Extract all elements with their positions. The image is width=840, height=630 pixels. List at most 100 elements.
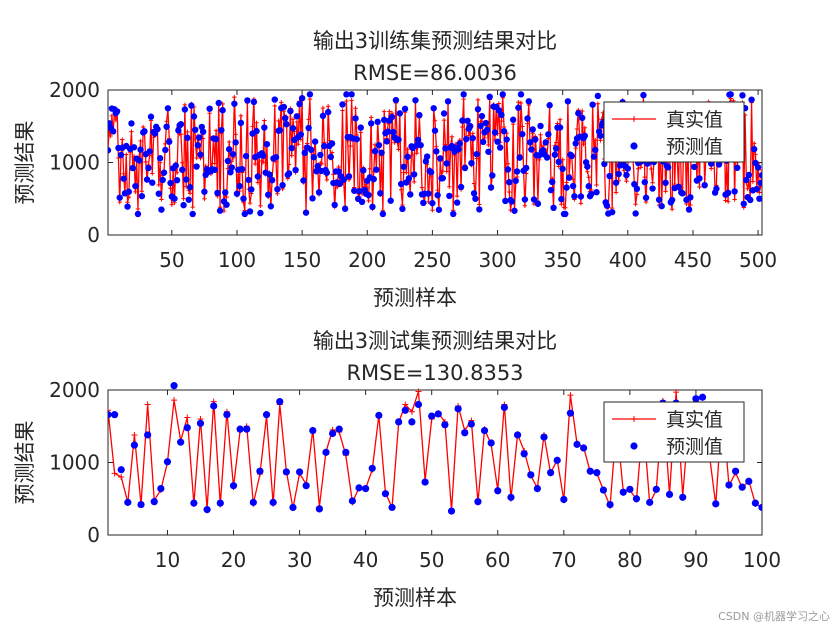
- true-value-marker: [507, 189, 512, 195]
- predicted-point: [724, 189, 732, 197]
- predicted-point: [216, 499, 224, 507]
- predicted-point: [134, 210, 142, 218]
- predicted-point: [594, 92, 602, 100]
- predicted-point: [225, 146, 233, 153]
- predicted-point: [461, 164, 469, 172]
- true-value-marker: [273, 159, 279, 165]
- predicted-point: [615, 170, 622, 178]
- true-value-marker: [276, 118, 281, 124]
- predicted-point: [457, 183, 465, 191]
- predicted-point: [516, 154, 523, 161]
- predicted-point: [450, 210, 457, 218]
- true-value-marker: [159, 197, 164, 202]
- predicted-point: [375, 141, 383, 149]
- predicted-point: [288, 144, 295, 152]
- predicted-point: [212, 135, 220, 143]
- predicted-point: [509, 116, 517, 123]
- predicted-point: [487, 184, 495, 191]
- predicted-point: [219, 107, 226, 114]
- predicted-point: [384, 128, 392, 135]
- x-tick-label: 50: [159, 248, 184, 272]
- legend-box: [603, 101, 745, 163]
- true-value-marker: [624, 179, 629, 184]
- predicted-point: [485, 148, 492, 155]
- true-value-marker: [408, 408, 415, 415]
- predicted-point: [373, 166, 380, 173]
- predicted-point: [665, 490, 674, 498]
- true-value-marker: [444, 169, 449, 174]
- true-value-marker: [306, 117, 311, 122]
- predicted-point: [355, 484, 363, 492]
- predicted-point: [606, 500, 614, 509]
- predicted-point: [456, 140, 463, 147]
- predicted-point: [440, 110, 448, 117]
- predicted-point: [502, 197, 509, 205]
- legend-label-true: 真实值: [666, 409, 723, 431]
- predicted-point: [380, 116, 388, 124]
- true-value-marker: [750, 179, 756, 184]
- true-value-marker: [638, 165, 644, 170]
- x-tick-label: 300: [478, 248, 516, 272]
- predicted-point: [397, 180, 405, 188]
- x-tick-label: 80: [617, 548, 642, 572]
- y-axis-label: 预测结果: [13, 121, 37, 205]
- predicted-point: [229, 482, 238, 490]
- true-value-marker: [563, 205, 568, 210]
- predicted-point: [494, 487, 502, 495]
- predicted-point: [750, 145, 758, 153]
- true-value-marker: [381, 109, 387, 114]
- predicted-point: [266, 171, 273, 178]
- predicted-point: [345, 173, 353, 180]
- predicted-point: [383, 138, 390, 145]
- predicted-point: [477, 122, 484, 130]
- predicted-point: [256, 467, 264, 475]
- predicted-point: [216, 207, 224, 214]
- predicted-point: [434, 410, 442, 418]
- predicted-point: [262, 411, 271, 419]
- predicted-point: [712, 500, 720, 508]
- true-value-marker: [419, 185, 425, 190]
- predicted-point: [467, 420, 475, 428]
- predicted-point: [586, 467, 594, 475]
- predicted-point: [388, 503, 396, 512]
- predicted-point: [108, 147, 112, 154]
- y-tick-label: 0: [87, 223, 100, 247]
- predicted-point: [476, 206, 483, 213]
- predicted-point: [201, 188, 208, 195]
- predicted-point: [480, 138, 487, 146]
- true-value-marker: [650, 180, 655, 185]
- true-value-marker: [461, 96, 466, 102]
- true-value-marker: [688, 202, 693, 208]
- true-value-marker: [564, 180, 569, 185]
- predicted-point: [241, 210, 248, 218]
- x-tick-label: 200: [348, 248, 386, 272]
- predicted-point: [368, 464, 376, 472]
- predicted-point: [468, 159, 475, 167]
- true-value-marker: [126, 194, 132, 200]
- predicted-point: [692, 395, 700, 403]
- true-value-marker: [560, 157, 565, 162]
- predicted-point: [181, 106, 189, 113]
- predicted-point: [267, 203, 275, 210]
- true-value-marker: [181, 196, 186, 201]
- predicted-point: [521, 196, 529, 203]
- predicted-point: [513, 168, 521, 175]
- predicted-point: [143, 176, 151, 183]
- predicted-point: [640, 91, 647, 99]
- predicted-point: [556, 124, 564, 131]
- predicted-point: [632, 495, 641, 503]
- predicted-point: [342, 448, 350, 456]
- predicted-point: [532, 136, 539, 143]
- predicted-point: [340, 176, 347, 183]
- predicted-point: [310, 154, 318, 161]
- predicted-point: [423, 153, 431, 160]
- y-tick-label: 1000: [49, 151, 100, 175]
- true-value-marker: [441, 117, 447, 123]
- true-value-marker: [486, 142, 491, 148]
- true-value-marker: [471, 181, 477, 186]
- predicted-point: [298, 94, 306, 102]
- predicted-point: [425, 190, 432, 197]
- predicted-point: [470, 190, 478, 197]
- true-value-marker: [174, 170, 180, 175]
- predicted-point: [124, 498, 132, 506]
